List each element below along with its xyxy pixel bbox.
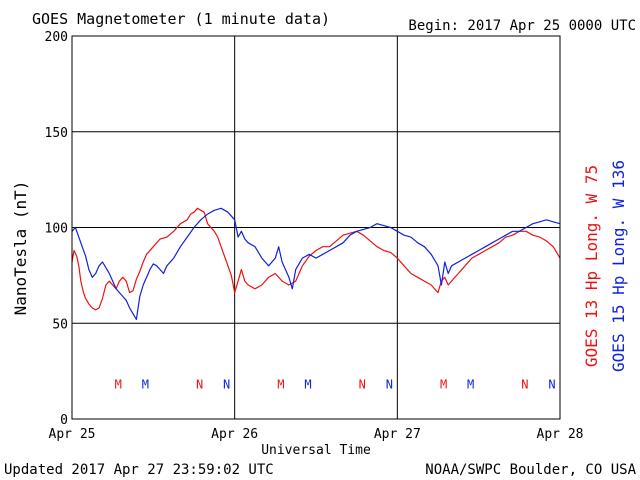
- grid: [71, 35, 561, 420]
- marker-m: M: [467, 377, 474, 391]
- marker-n: N: [386, 377, 393, 391]
- x-tick-labels: Apr 25 Apr 26 Apr 27 Apr 28: [49, 427, 584, 442]
- series-line-0: [71, 207, 561, 311]
- marker-m: M: [440, 377, 447, 391]
- chart-title: GOES Magnetometer (1 minute data): [32, 10, 330, 28]
- y-tick-label: 0: [60, 413, 68, 428]
- marker-m: M: [277, 377, 284, 391]
- marker-n: N: [196, 377, 203, 391]
- marker-m: M: [115, 377, 122, 391]
- marker-n: N: [359, 377, 366, 391]
- legend-goes15: GOES 15 Hp Long. W 136: [609, 160, 628, 372]
- y-tick-labels: 0 50 100 150 200: [45, 30, 68, 428]
- marker-n: N: [223, 377, 230, 391]
- footer-updated: Updated 2017 Apr 27 23:59:02 UTC: [4, 462, 274, 478]
- series-lines: [71, 207, 561, 320]
- legend-goes13: GOES 13 Hp Long. W 75: [582, 165, 601, 367]
- x-tick-label: Apr 25: [49, 427, 96, 442]
- x-tick-label: Apr 27: [374, 427, 421, 442]
- marker-m: M: [304, 377, 311, 391]
- x-tick-label: Apr 28: [537, 427, 584, 442]
- y-tick-label: 100: [45, 222, 68, 237]
- y-tick-label: 200: [45, 30, 68, 45]
- plot-frame: [71, 35, 561, 420]
- x-axis-label: Universal Time: [261, 443, 371, 458]
- begin-label: Begin: 2017 Apr 25 0000 UTC: [408, 18, 636, 34]
- y-axis-label: NanoTesla (nT): [11, 181, 30, 316]
- footer-credit: NOAA/SWPC Boulder, CO USA: [425, 462, 636, 478]
- marker-m: M: [142, 377, 149, 391]
- marker-n: N: [521, 377, 528, 391]
- series-line-1: [71, 207, 561, 320]
- y-tick-label: 150: [45, 126, 68, 141]
- x-tick-label: Apr 26: [211, 427, 258, 442]
- y-tick-label: 50: [52, 317, 68, 332]
- marker-n: N: [548, 377, 555, 391]
